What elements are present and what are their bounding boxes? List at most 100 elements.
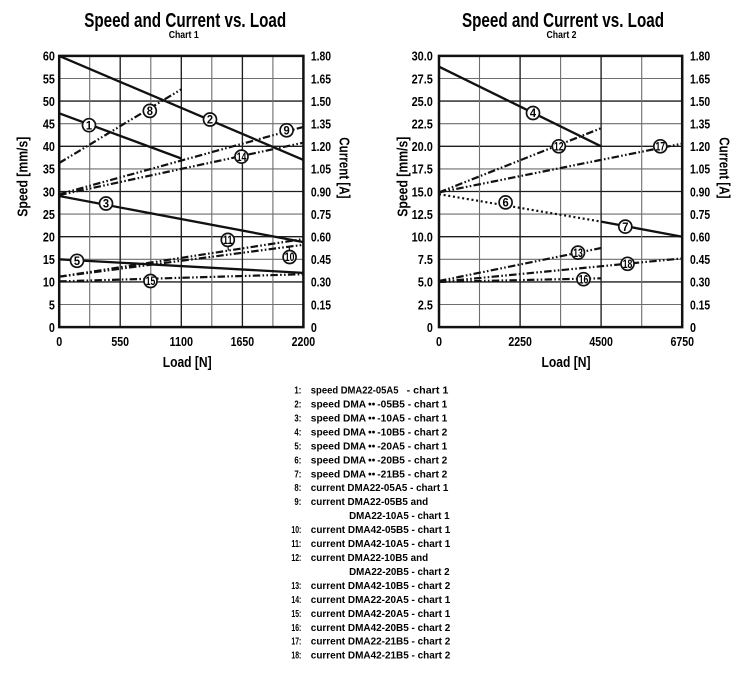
svg-text:8:: 8: bbox=[294, 482, 301, 494]
svg-text:current DMA42-05B5 - chart 1: current DMA42-05B5 - chart 1 bbox=[311, 524, 451, 536]
svg-text:55: 55 bbox=[43, 71, 55, 86]
svg-text:0: 0 bbox=[311, 320, 317, 335]
svg-text:20: 20 bbox=[43, 230, 55, 245]
svg-text:30: 30 bbox=[43, 184, 55, 199]
svg-text:35: 35 bbox=[43, 162, 55, 177]
svg-text:0.60: 0.60 bbox=[311, 230, 331, 245]
svg-text:1:: 1: bbox=[294, 385, 301, 397]
svg-text:5: 5 bbox=[74, 254, 80, 268]
svg-text:5: 5 bbox=[49, 297, 55, 312]
svg-text:current DMA42-20A5 - chart 1: current DMA42-20A5 - chart 1 bbox=[311, 608, 451, 620]
svg-text:60: 60 bbox=[43, 49, 55, 64]
svg-text:18:: 18: bbox=[291, 650, 301, 662]
svg-text:0.15: 0.15 bbox=[690, 297, 710, 312]
svg-text:12:: 12: bbox=[291, 552, 301, 564]
svg-text:1: 1 bbox=[86, 118, 92, 132]
svg-text:7:: 7: bbox=[294, 468, 301, 480]
svg-text:0: 0 bbox=[690, 320, 696, 335]
svg-text:Chart 1: Chart 1 bbox=[169, 29, 199, 41]
svg-text:13: 13 bbox=[573, 246, 583, 260]
svg-text:1.35: 1.35 bbox=[311, 117, 331, 132]
svg-text:Speed and Current vs. Load: Speed and Current vs. Load bbox=[84, 10, 286, 32]
svg-text:50: 50 bbox=[43, 94, 55, 109]
svg-text:7.5: 7.5 bbox=[418, 252, 433, 267]
svg-text:4: 4 bbox=[530, 106, 536, 120]
svg-text:1.20: 1.20 bbox=[311, 139, 331, 154]
svg-text:Speed [mm/s]: Speed [mm/s] bbox=[16, 137, 32, 217]
svg-text:5:: 5: bbox=[294, 440, 301, 452]
svg-text:1.05: 1.05 bbox=[311, 162, 331, 177]
svg-text:1.35: 1.35 bbox=[690, 117, 710, 132]
svg-text:1.80: 1.80 bbox=[311, 49, 331, 64]
svg-text:15: 15 bbox=[146, 274, 156, 288]
svg-text:speed DMA •• -10A5 - chart 1: speed DMA •• -10A5 - chart 1 bbox=[311, 413, 448, 425]
svg-text:Speed [mm/s]: Speed [mm/s] bbox=[395, 137, 411, 217]
svg-text:11:: 11: bbox=[291, 538, 301, 550]
svg-text:speed DMA •• -20B5 - chart 2: speed DMA •• -20B5 - chart 2 bbox=[311, 454, 448, 466]
svg-text:Chart 2: Chart 2 bbox=[547, 29, 577, 41]
svg-text:2:: 2: bbox=[294, 399, 301, 411]
svg-text:speed DMA •• -20A5 - chart 1: speed DMA •• -20A5 - chart 1 bbox=[311, 440, 448, 452]
svg-text:1.50: 1.50 bbox=[311, 94, 331, 109]
svg-text:25: 25 bbox=[43, 207, 55, 222]
svg-text:current DMA22-20A5 - chart 1: current DMA22-20A5 - chart 1 bbox=[311, 594, 451, 606]
svg-text:22.5: 22.5 bbox=[412, 117, 433, 132]
svg-text:1.05: 1.05 bbox=[690, 162, 710, 177]
svg-text:2.5: 2.5 bbox=[418, 297, 433, 312]
svg-text:0.90: 0.90 bbox=[311, 184, 331, 199]
svg-text:30.0: 30.0 bbox=[412, 49, 433, 64]
svg-text:10.0: 10.0 bbox=[412, 230, 433, 245]
svg-text:0.30: 0.30 bbox=[690, 275, 710, 290]
svg-text:7: 7 bbox=[622, 220, 628, 234]
svg-text:Current [A]: Current [A] bbox=[716, 137, 732, 198]
svg-text:current DMA22-21B5 - chart 2: current DMA22-21B5 - chart 2 bbox=[311, 636, 451, 648]
svg-text:5.0: 5.0 bbox=[418, 275, 433, 290]
svg-text:Load [N]: Load [N] bbox=[542, 355, 591, 371]
svg-text:0: 0 bbox=[436, 334, 442, 349]
svg-text:6750: 6750 bbox=[670, 334, 694, 349]
svg-text:1.20: 1.20 bbox=[690, 139, 710, 154]
svg-text:DMA22-10A5 - chart 1: DMA22-10A5 - chart 1 bbox=[349, 510, 450, 522]
svg-text:2200: 2200 bbox=[292, 334, 316, 349]
svg-text:current DMA22-05B5 and: current DMA22-05B5 and bbox=[311, 496, 428, 508]
svg-text:1650: 1650 bbox=[231, 334, 255, 349]
svg-text:0.75: 0.75 bbox=[311, 207, 331, 222]
svg-text:current DMA22-05A5 - chart 1: current DMA22-05A5 - chart 1 bbox=[311, 482, 449, 494]
svg-text:11: 11 bbox=[223, 233, 233, 247]
svg-text:DMA22-20B5 - chart 2: DMA22-20B5 - chart 2 bbox=[349, 566, 450, 578]
svg-text:current DMA42-10A5 - chart 1: current DMA42-10A5 - chart 1 bbox=[311, 538, 451, 550]
svg-text:12: 12 bbox=[554, 140, 564, 154]
svg-text:25.0: 25.0 bbox=[412, 94, 433, 109]
svg-text:17:: 17: bbox=[291, 636, 301, 648]
svg-text:current DMA42-21B5 - chart 2: current DMA42-21B5 - chart 2 bbox=[311, 650, 451, 662]
svg-text:12.5: 12.5 bbox=[412, 207, 433, 222]
svg-text:3: 3 bbox=[103, 197, 109, 211]
svg-text:27.5: 27.5 bbox=[412, 71, 433, 86]
svg-text:15: 15 bbox=[43, 252, 55, 267]
svg-text:current DMA42-20B5 - chart 2: current DMA42-20B5 - chart 2 bbox=[311, 622, 451, 634]
svg-text:1.80: 1.80 bbox=[690, 49, 710, 64]
svg-text:10:: 10: bbox=[291, 524, 301, 536]
svg-text:1100: 1100 bbox=[170, 334, 194, 349]
svg-text:Speed and Current vs. Load: Speed and Current vs. Load bbox=[462, 10, 664, 32]
svg-text:45: 45 bbox=[43, 117, 55, 132]
svg-text:0.15: 0.15 bbox=[311, 297, 331, 312]
svg-text:0.30: 0.30 bbox=[311, 275, 331, 290]
svg-text:0: 0 bbox=[427, 320, 433, 335]
svg-text:550: 550 bbox=[111, 334, 129, 349]
svg-text:15.0: 15.0 bbox=[412, 184, 433, 199]
svg-text:0.45: 0.45 bbox=[311, 252, 331, 267]
svg-text:speed DMA •• -10B5 - chart 2: speed DMA •• -10B5 - chart 2 bbox=[311, 427, 448, 439]
svg-text:16:: 16: bbox=[291, 622, 301, 634]
svg-text:9: 9 bbox=[284, 124, 290, 138]
svg-text:Load [N]: Load [N] bbox=[163, 355, 212, 371]
svg-text:4500: 4500 bbox=[589, 334, 613, 349]
svg-text:0.45: 0.45 bbox=[690, 252, 710, 267]
svg-text:0: 0 bbox=[49, 320, 55, 335]
svg-text:Current [A]: Current [A] bbox=[336, 137, 352, 198]
svg-text:10: 10 bbox=[285, 250, 295, 264]
svg-text:9:: 9: bbox=[294, 496, 301, 508]
svg-text:2: 2 bbox=[207, 113, 213, 127]
svg-text:20.0: 20.0 bbox=[412, 139, 433, 154]
svg-text:8: 8 bbox=[147, 104, 153, 118]
